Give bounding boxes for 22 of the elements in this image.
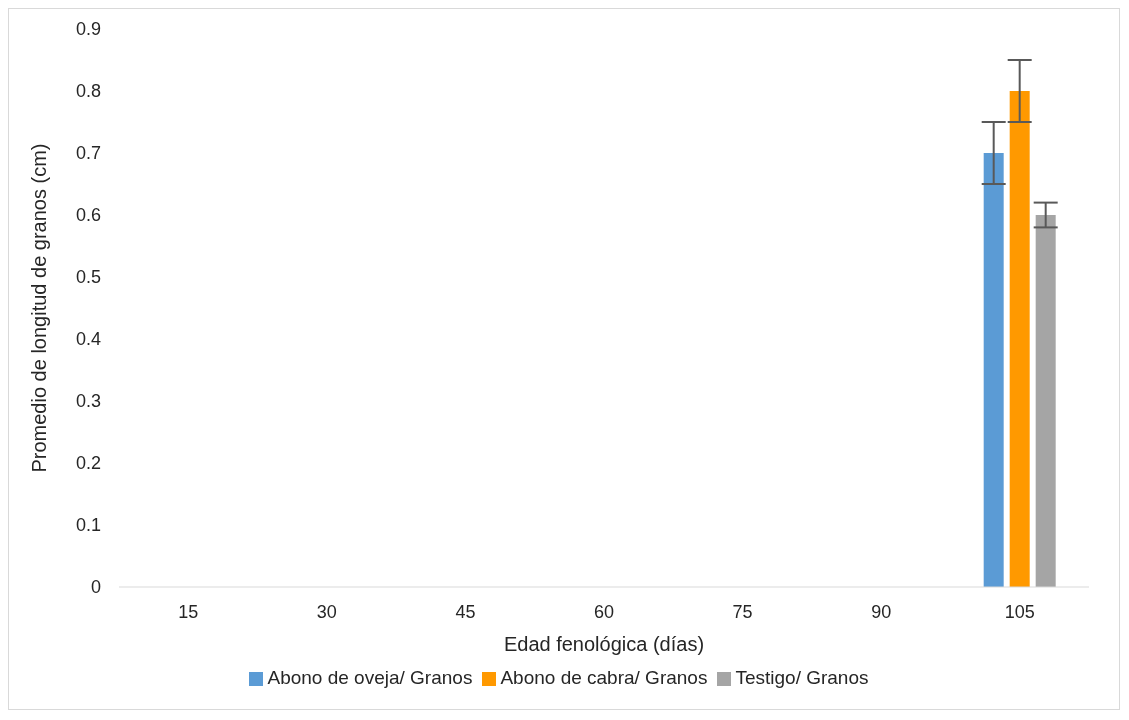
y-tick-label: 0.7	[75, 143, 101, 164]
y-axis-title: Promedio de longitud de granos (cm)	[28, 143, 51, 473]
y-tick-label: 0.9	[75, 19, 101, 40]
x-tick-label: 75	[732, 601, 753, 622]
x-tick-label: 45	[455, 601, 476, 622]
y-tick-label: 0.4	[75, 329, 101, 350]
y-tick-label: 0.6	[75, 205, 101, 226]
x-axis-title: Edad fenológica (días)	[503, 633, 705, 655]
legend-label: Testigo/ Granos	[735, 667, 869, 688]
x-tick-label: 105	[1004, 601, 1035, 622]
x-tick-label: 60	[593, 601, 615, 622]
x-tick-label: 15	[178, 601, 199, 622]
legend-label: Abono de cabra/ Granos	[500, 667, 708, 688]
y-tick-label: 0.1	[75, 515, 101, 536]
y-tick-label: 0	[90, 577, 101, 598]
x-tick-label: 30	[316, 601, 337, 622]
y-tick-label: 0.5	[75, 267, 101, 288]
y-tick-label: 0.2	[75, 453, 101, 474]
legend-label: Abono de oveja/ Granos	[267, 667, 473, 688]
x-tick-label: 90	[871, 601, 892, 622]
y-tick-label: 0.3	[75, 391, 101, 412]
y-tick-label: 0.8	[75, 81, 101, 102]
